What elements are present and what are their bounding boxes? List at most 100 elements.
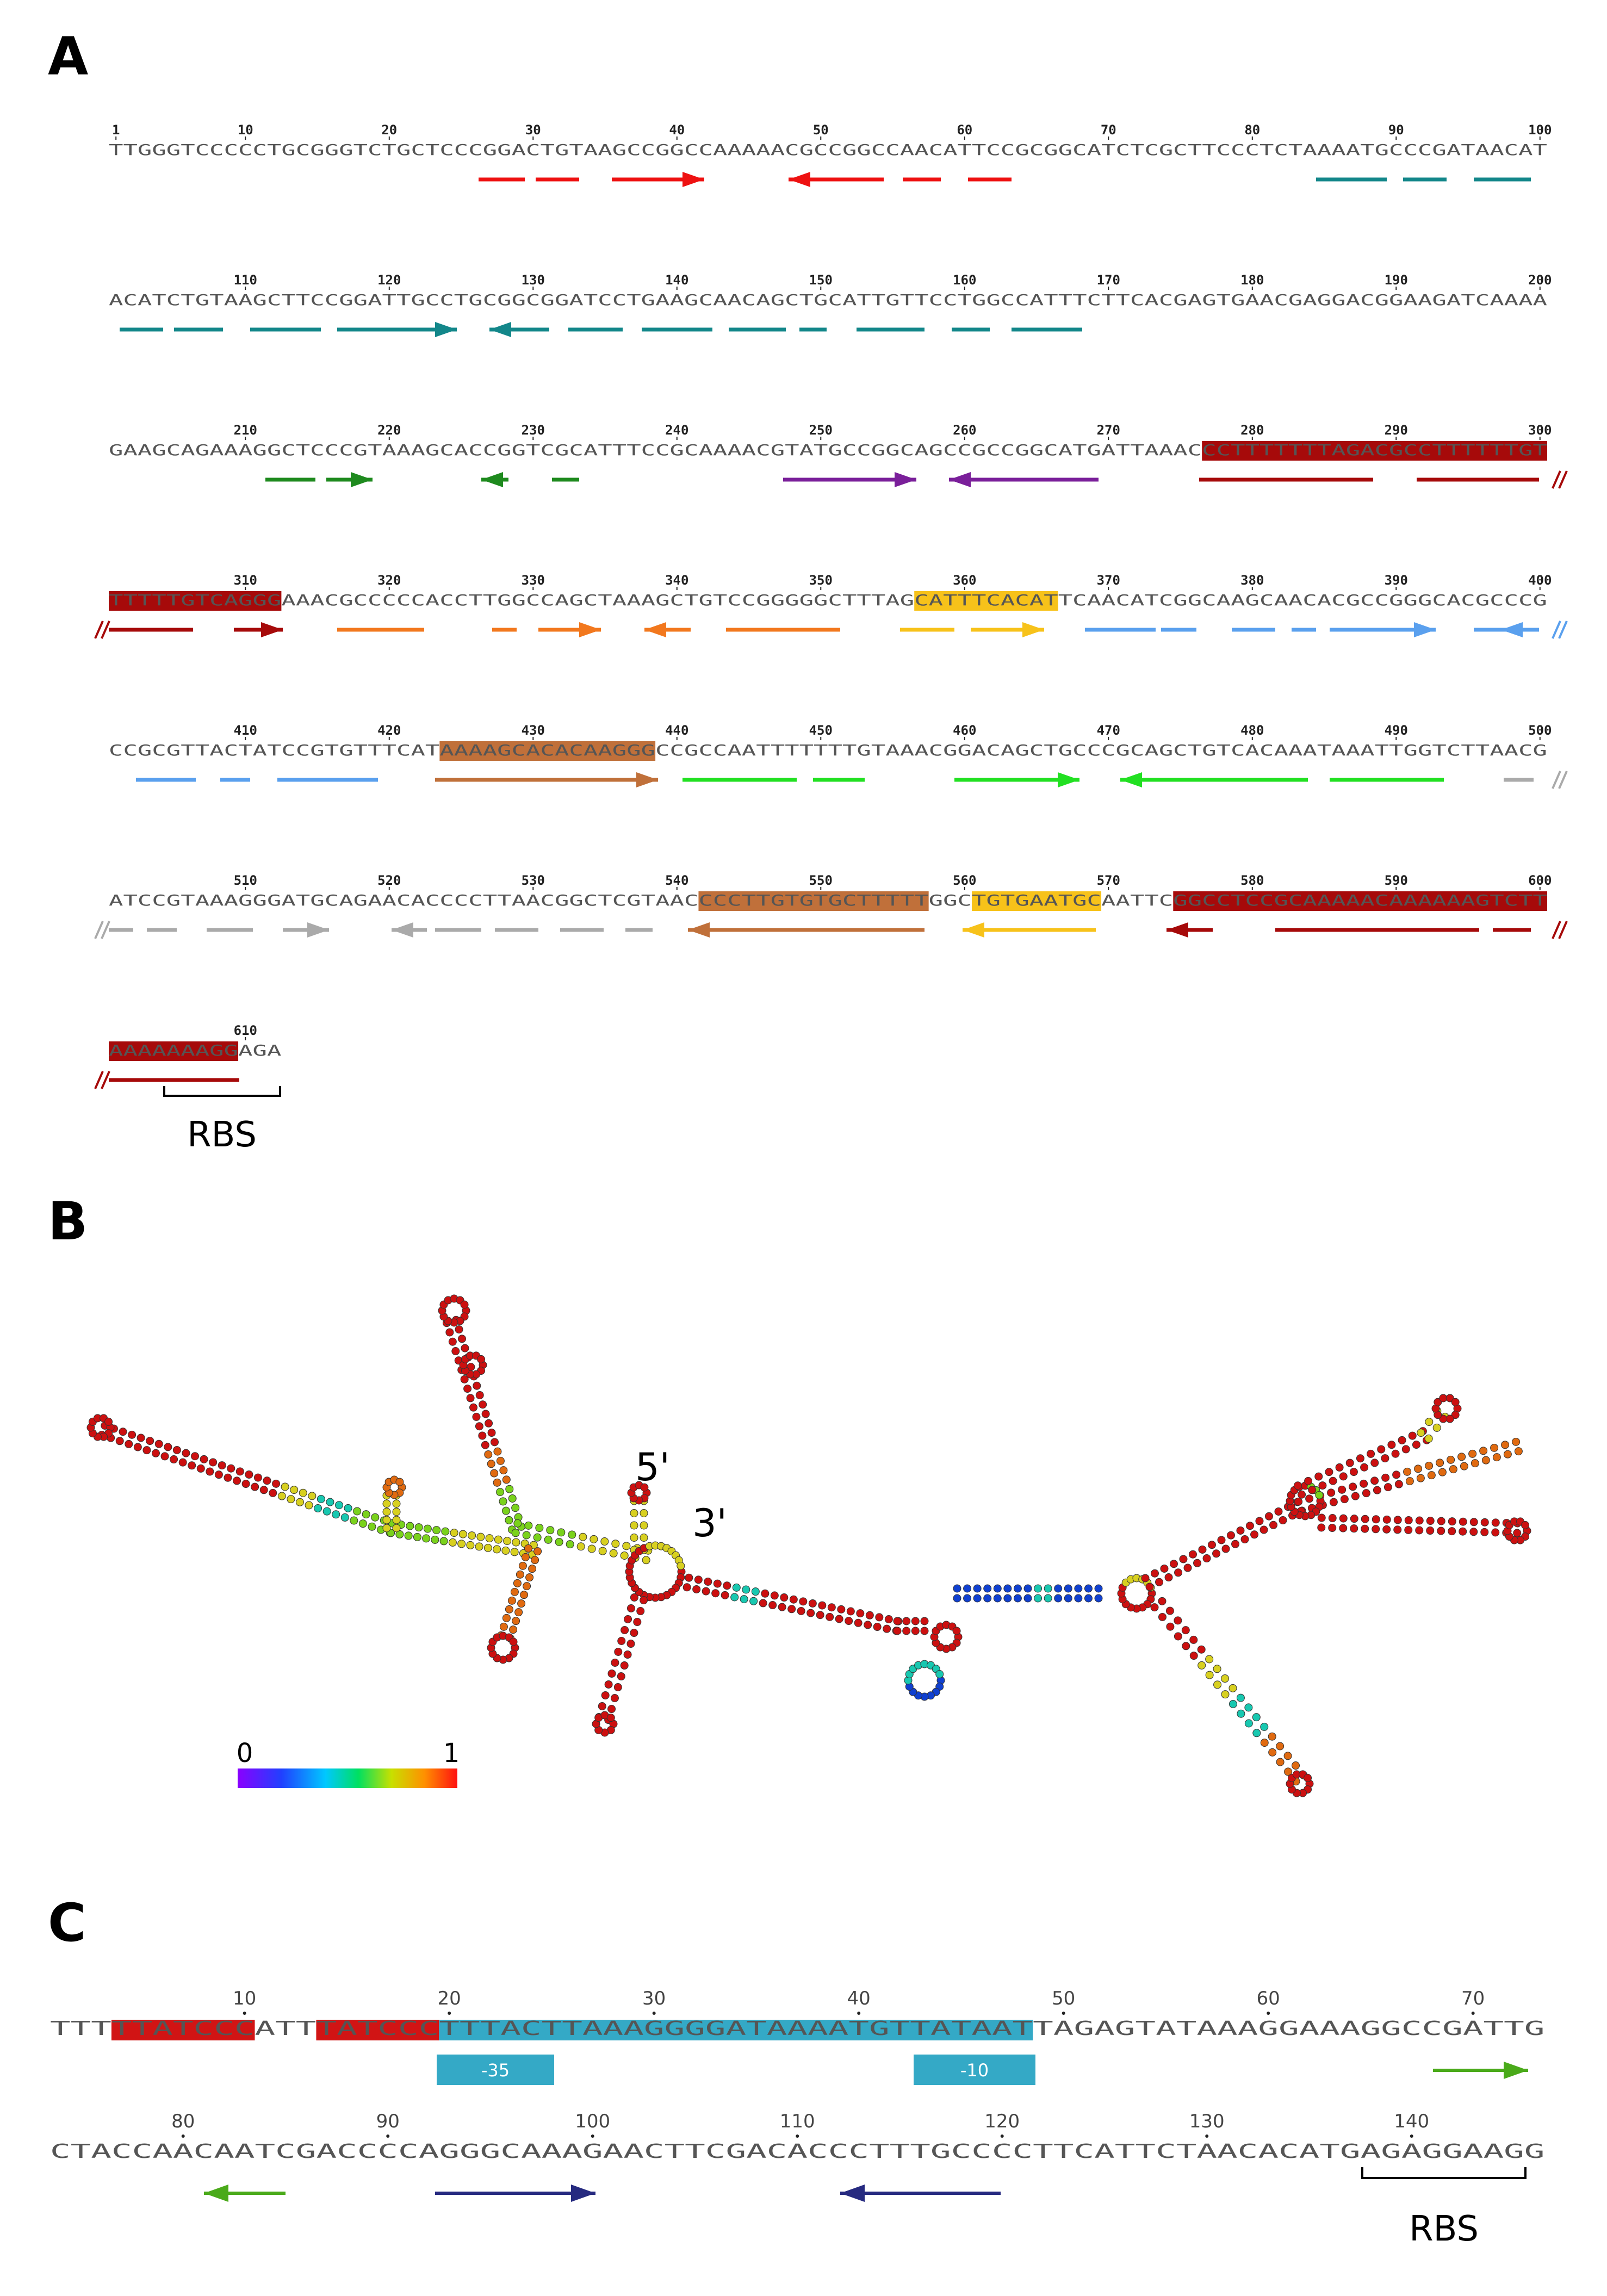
continuation-break	[1552, 921, 1568, 939]
nucleotide	[761, 1589, 770, 1598]
nucleotide	[1393, 1525, 1402, 1534]
nucleotide	[510, 1587, 519, 1596]
nucleotide	[164, 1443, 172, 1451]
nucleotide	[1447, 1455, 1455, 1464]
nucleotide	[983, 1594, 992, 1603]
nucleotide	[633, 1618, 642, 1627]
nucleotide	[1279, 1516, 1287, 1525]
nucleotide	[290, 1486, 299, 1494]
promoter-highlight	[439, 2020, 1033, 2040]
nucleotide	[1293, 1481, 1302, 1490]
nucleotide	[1165, 1606, 1174, 1615]
nucleotide	[1250, 1530, 1259, 1539]
feature-arrow	[949, 472, 1099, 487]
nucleotide	[1292, 1761, 1300, 1770]
nucleotide	[1514, 1447, 1523, 1456]
nucleotide	[496, 1488, 505, 1497]
nucleotide	[1382, 1525, 1391, 1534]
nucleotide	[1340, 1495, 1349, 1504]
nucleotide	[973, 1584, 982, 1593]
nucleotide	[555, 1537, 563, 1546]
nucleotide	[1350, 1524, 1358, 1533]
nucleotide	[1377, 1445, 1386, 1454]
nucleotide	[1404, 1516, 1413, 1524]
promoter-35-box: -35	[437, 2055, 554, 2085]
feature-arrow	[1332, 622, 1436, 637]
nucleotide	[1226, 1531, 1235, 1540]
nucleotide	[477, 1355, 486, 1363]
position-tick	[1471, 2012, 1475, 2015]
nucleotide	[382, 1524, 391, 1532]
nucleotide	[1318, 1481, 1327, 1490]
nucleotide	[1492, 1453, 1501, 1462]
nucleotide	[502, 1614, 511, 1622]
nucleotide	[566, 1540, 574, 1549]
nucleotide	[1469, 1528, 1478, 1536]
nucleotide	[218, 1461, 226, 1470]
nucleotide	[963, 1584, 972, 1593]
nucleotide	[104, 1417, 113, 1426]
nucleotide	[1044, 1584, 1052, 1593]
nucleotide	[458, 1530, 467, 1538]
sequence-row: ACATCTGTAAGCTTCCGGATTGCCTGCGGCGGATCCTGAA…	[109, 291, 1547, 309]
position-number: 460	[953, 723, 976, 738]
nucleotide	[457, 1335, 466, 1343]
nucleotide	[1213, 1665, 1221, 1673]
nucleotide	[1460, 1462, 1468, 1470]
nucleotide	[1360, 1479, 1368, 1488]
feature-arrow	[326, 472, 373, 487]
nucleotide	[406, 1522, 414, 1530]
nucleotide	[502, 1506, 511, 1515]
nucleotide	[277, 1492, 286, 1500]
nucleotide	[835, 1615, 843, 1623]
nucleotide	[624, 1615, 632, 1623]
nucleotide	[751, 1587, 760, 1596]
nucleotide	[1512, 1437, 1521, 1446]
nucleotide	[460, 1375, 469, 1383]
nucleotide	[1260, 1722, 1269, 1731]
nucleotide	[1198, 1545, 1207, 1554]
nucleotide	[468, 1531, 476, 1540]
nucleotide	[451, 1347, 460, 1356]
operator-highlight	[111, 2020, 255, 2040]
nucleotide	[1268, 1732, 1276, 1741]
nucleotide	[533, 1547, 542, 1556]
nucleotide	[826, 1612, 834, 1621]
sequence-row: AAAAAAAGGAGA	[109, 1041, 282, 1059]
nucleotide	[740, 1595, 748, 1604]
nucleotide	[1459, 1527, 1467, 1536]
nucleotide	[1003, 1584, 1012, 1593]
nucleotide	[1338, 1485, 1347, 1494]
nucleotide	[332, 1510, 340, 1519]
nucleotide	[1193, 1559, 1202, 1567]
feature-arrow	[963, 922, 1096, 938]
nucleotide	[245, 1470, 253, 1479]
nucleotide	[902, 1627, 911, 1635]
continuation-break	[1552, 470, 1568, 489]
rbs-label-c: RBS	[1409, 2209, 1479, 2249]
nucleotide	[780, 1593, 789, 1602]
nucleotide	[507, 1596, 516, 1605]
nucleotide	[1459, 1517, 1467, 1526]
nucleotide	[953, 1584, 961, 1593]
nucleotide	[620, 1661, 629, 1670]
nucleotide	[1521, 1521, 1530, 1529]
nucleotide	[1023, 1594, 1032, 1603]
nucleotide	[1471, 1459, 1479, 1468]
nucleotide	[535, 1524, 544, 1532]
nucleotide	[499, 1497, 507, 1506]
position-number: 50	[1052, 1988, 1075, 2009]
nucleotide	[503, 1537, 512, 1546]
nucleotide	[1382, 1515, 1391, 1524]
position-number: 70	[1101, 122, 1116, 138]
nucleotide	[1425, 1418, 1434, 1426]
nucleotide	[1360, 1463, 1369, 1472]
feature-arrow	[204, 2185, 286, 2202]
nucleotide	[1308, 1486, 1317, 1494]
nucleotide	[432, 1526, 441, 1535]
nucleotide	[884, 1615, 893, 1624]
nucleotide	[1244, 1719, 1253, 1728]
nucleotide	[1513, 1529, 1522, 1537]
nucleotide	[448, 1337, 457, 1346]
nucleotide	[191, 1452, 200, 1461]
